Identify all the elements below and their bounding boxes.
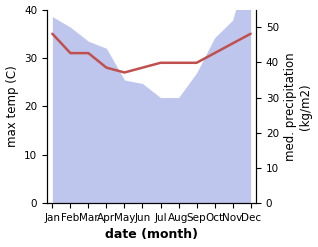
Y-axis label: med. precipitation
(kg/m2): med. precipitation (kg/m2) xyxy=(284,52,313,161)
Y-axis label: max temp (C): max temp (C) xyxy=(5,65,18,147)
X-axis label: date (month): date (month) xyxy=(105,228,198,242)
